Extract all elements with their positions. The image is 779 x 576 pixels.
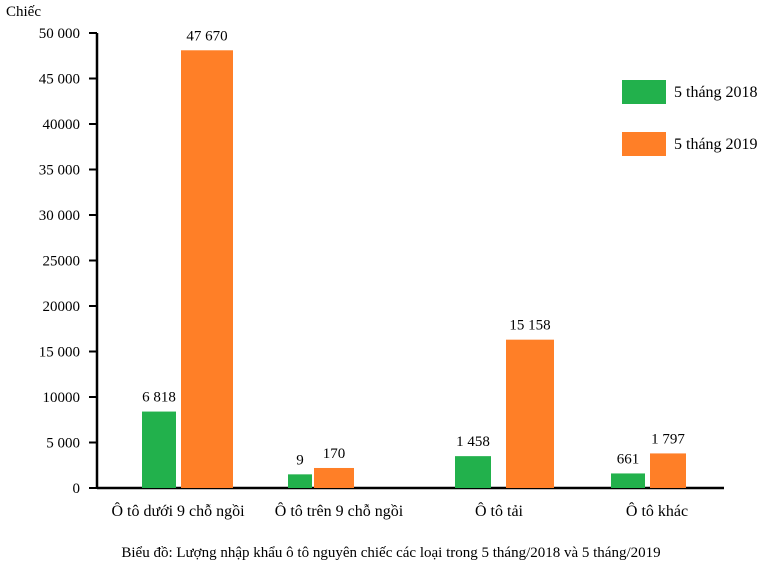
bar-2018-0 <box>142 411 176 488</box>
bar-2019-2 <box>506 339 554 488</box>
bar-value-label: 170 <box>323 446 346 462</box>
bar-2018-2 <box>455 456 491 488</box>
y-tick-label: 45 000 <box>39 72 80 88</box>
bar-value-label: 661 <box>617 451 640 467</box>
y-tick-label: 15 000 <box>39 345 80 361</box>
category-label: Ô tô tải <box>475 501 524 520</box>
y-tick-label: 50 000 <box>39 26 80 42</box>
bar-value-label: 6 818 <box>142 390 176 406</box>
y-tick-label: 30 000 <box>39 208 80 224</box>
bar-value-label: 9 <box>296 452 304 468</box>
bar-value-label: 1 458 <box>456 434 490 450</box>
legend: 5 tháng 2018 5 tháng 2019 <box>622 80 758 156</box>
bars <box>142 50 686 488</box>
bar-2019-3 <box>650 453 686 488</box>
y-tick-label: 20000 <box>43 299 81 315</box>
category-label: Ô tô trên 9 chỗ ngồi <box>275 501 404 520</box>
y-tick-label: 0 <box>73 481 81 497</box>
legend-swatch-2019 <box>622 132 666 156</box>
bar-2019-0 <box>181 50 233 488</box>
bar-value-label: 47 670 <box>186 28 227 44</box>
y-tick-label: 5 000 <box>46 436 80 452</box>
chart-caption: Biểu đồ: Lượng nhập khẩu ô tô nguyên chi… <box>121 545 660 561</box>
y-axis-unit-label: Chiếc <box>6 4 41 20</box>
category-label: Ô tô dưới 9 chỗ ngồi <box>111 501 245 520</box>
bar-2018-1 <box>288 474 312 488</box>
bar-value-labels: 6 818 9 1 458 661 47 670 170 15 158 1 797 <box>142 28 685 468</box>
y-tick-label: 25000 <box>43 254 81 270</box>
bar-value-label: 1 797 <box>651 431 685 447</box>
bar-2019-1 <box>314 467 354 488</box>
y-tick-label: 10000 <box>43 390 81 406</box>
legend-label: 5 tháng 2018 <box>674 84 758 101</box>
bar-value-label: 15 158 <box>509 318 550 334</box>
bar-2018-3 <box>611 473 645 488</box>
y-tick-label: 40000 <box>43 117 81 133</box>
category-label: Ô tô khác <box>626 501 688 520</box>
legend-swatch-2018 <box>622 80 666 104</box>
y-tick-label: 35 000 <box>39 163 80 179</box>
legend-label: 5 tháng 2019 <box>674 136 758 153</box>
category-labels: Ô tô dưới 9 chỗ ngồi Ô tô trên 9 chỗ ngồi… <box>111 501 688 520</box>
